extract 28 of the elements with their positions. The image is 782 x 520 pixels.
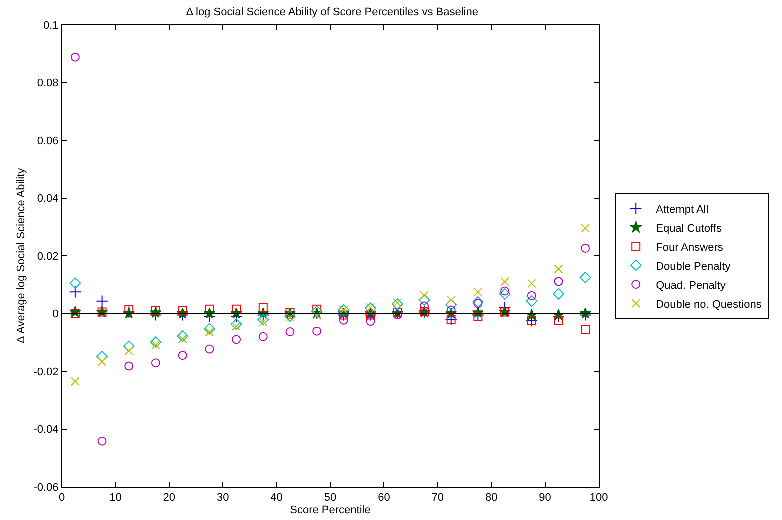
chart-title: Δ log Social Science Ability of Score Percentiles vs Baseline — [186, 6, 478, 18]
y-tick-label: 0 — [52, 308, 59, 321]
legend-label: Double no. Questions — [656, 298, 762, 311]
legend-label: Quad. Penalty — [656, 280, 726, 292]
y-tick-label: 0.02 — [37, 250, 59, 263]
x-tick-label: 30 — [216, 492, 230, 504]
y-tick-label: -0.04 — [34, 424, 59, 436]
x-tick-label: 90 — [539, 492, 552, 504]
x-tick-label: 70 — [432, 492, 444, 504]
x-tick-label: 10 — [110, 492, 122, 504]
y-tick-label: 0.04 — [37, 193, 59, 206]
y-tick-label: -0.02 — [34, 366, 59, 378]
legend-label: Equal Cutoffs — [656, 222, 722, 235]
x-tick-label: 40 — [270, 492, 283, 504]
y-tick-label: -0.06 — [34, 482, 59, 494]
y-tick-label: 0.06 — [37, 135, 59, 148]
x-tick-label: 100 — [590, 492, 608, 504]
y-axis-title: Δ Average log Social Science Ability — [15, 168, 28, 344]
x-tick-label: 80 — [485, 492, 498, 504]
legend-label: Attempt All — [656, 204, 709, 216]
legend-label: Double Penalty — [656, 260, 732, 273]
y-tick-label: 0.1 — [44, 20, 59, 32]
x-tick-label: 50 — [324, 492, 337, 504]
legend-label: Four Answers — [656, 242, 724, 254]
x-tick-label: 20 — [163, 492, 176, 504]
x-axis-title: Score Percentile — [290, 504, 371, 516]
x-tick-label: 60 — [378, 492, 390, 504]
y-tick-label: 0.08 — [37, 78, 59, 90]
